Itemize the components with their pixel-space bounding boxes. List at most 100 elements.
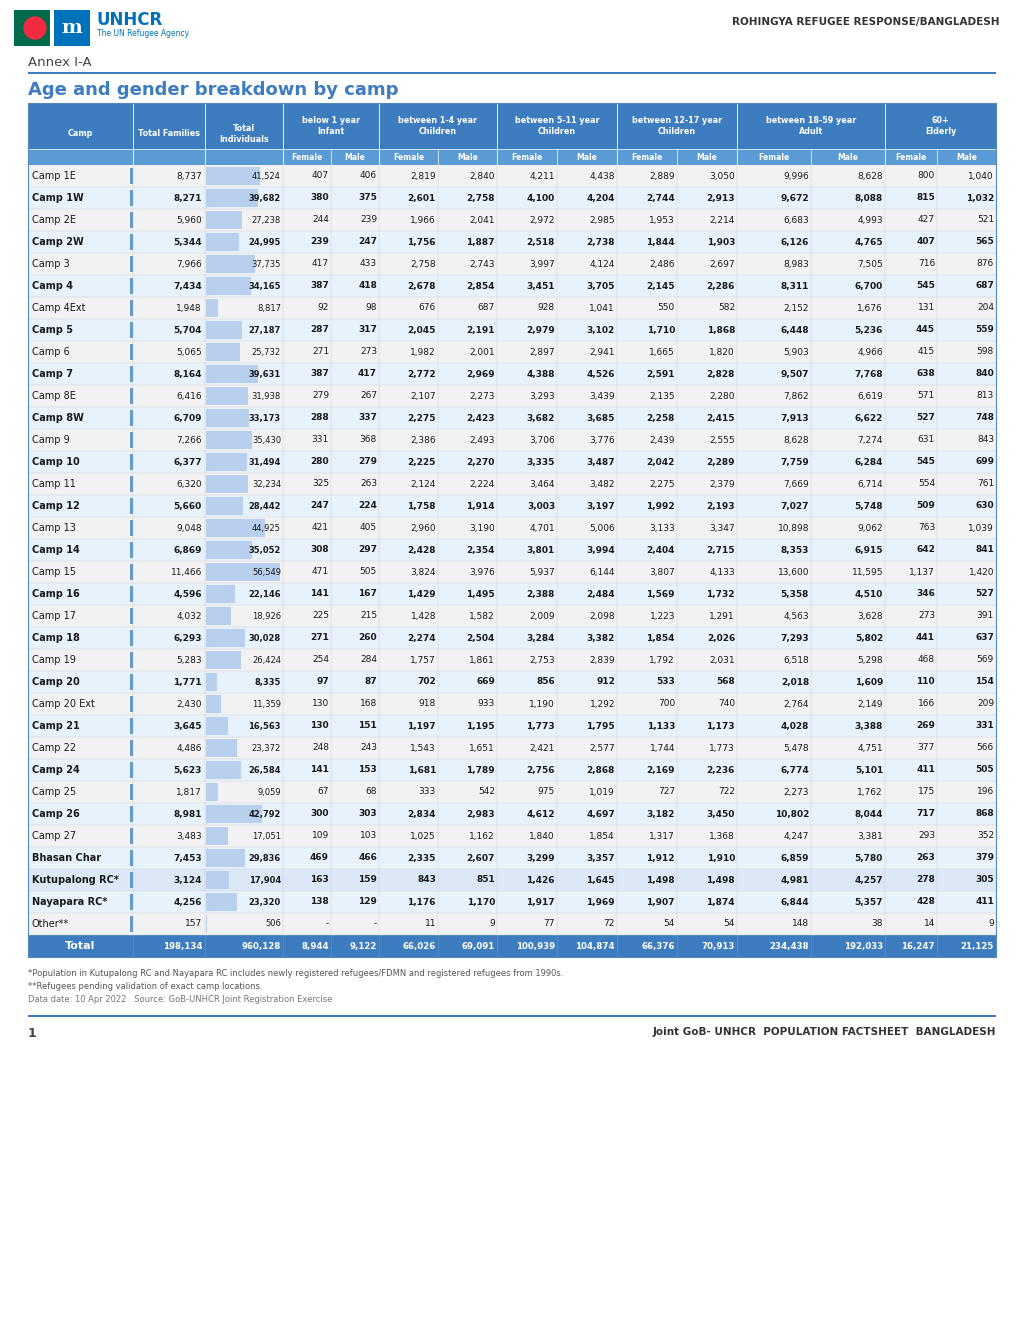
Text: 263: 263 [916,853,935,863]
Bar [28,716,996,737]
Text: 2,758: 2,758 [467,193,495,203]
Text: Camp 8E: Camp 8E [32,391,76,401]
Bar [28,72,996,74]
Text: 6,518: 6,518 [783,656,809,665]
Text: Camp 6: Camp 6 [32,347,70,356]
Text: 469: 469 [310,853,329,863]
Text: Bhasan Char: Bhasan Char [32,853,101,863]
Text: 840: 840 [975,370,994,379]
Text: 5,344: 5,344 [173,237,202,246]
Text: 42,792: 42,792 [249,810,281,819]
Text: 6,320: 6,320 [176,480,202,489]
Text: 248: 248 [312,743,329,753]
Text: 1,910: 1,910 [707,853,735,863]
Text: 2,428: 2,428 [408,546,436,554]
Text: 2,979: 2,979 [526,326,555,334]
Text: 1,651: 1,651 [469,743,495,753]
Text: 9,048: 9,048 [176,523,202,533]
Text: 60+
Elderly: 60+ Elderly [925,117,956,136]
Bar [130,278,133,294]
Text: 2,098: 2,098 [590,612,615,620]
Text: Total Families: Total Families [138,130,200,139]
Bar [130,212,133,228]
Text: 1,992: 1,992 [646,501,675,510]
Text: 346: 346 [916,590,935,599]
Text: 441: 441 [916,633,935,643]
Text: 141: 141 [310,590,329,599]
Text: Female: Female [393,152,424,162]
Text: Camp 16: Camp 16 [32,590,80,599]
Text: 509: 509 [916,501,935,510]
Text: 2,828: 2,828 [707,370,735,379]
Text: 2,041: 2,041 [469,216,495,224]
Text: 39,631: 39,631 [249,370,281,379]
Text: 2,764: 2,764 [783,700,809,709]
Text: 2,697: 2,697 [710,260,735,269]
Text: 841: 841 [975,546,994,554]
Text: 5,748: 5,748 [854,501,883,510]
Text: 129: 129 [358,897,377,906]
Text: 8,335: 8,335 [255,677,281,686]
Text: Male: Male [577,152,597,162]
Bar [28,451,996,473]
Text: 7,293: 7,293 [780,633,809,643]
Text: 6,144: 6,144 [590,567,615,576]
Bar [28,103,996,957]
Text: 418: 418 [358,281,377,290]
Text: 28,442: 28,442 [249,501,281,510]
Bar [28,363,996,386]
Text: 8,944: 8,944 [301,942,329,950]
Text: 4,247: 4,247 [783,832,809,840]
Text: 25,732: 25,732 [252,347,281,356]
Text: 1,953: 1,953 [649,216,675,224]
Text: 1,173: 1,173 [707,722,735,730]
Text: 6,859: 6,859 [780,853,809,863]
Text: 2,379: 2,379 [710,480,735,489]
Text: 34,165: 34,165 [249,281,281,290]
Text: 6,448: 6,448 [780,326,809,334]
Text: 4,204: 4,204 [587,193,615,203]
Text: 39,682: 39,682 [249,193,281,203]
Bar [28,737,996,759]
Bar [206,541,252,559]
Bar [130,366,133,382]
Text: 4,751: 4,751 [857,743,883,753]
Bar [206,387,248,405]
Bar [206,343,240,360]
Bar [130,872,133,888]
Text: 8,628: 8,628 [783,436,809,444]
Text: Camp 5: Camp 5 [32,325,73,335]
Text: 26,584: 26,584 [249,766,281,775]
Text: 2,415: 2,415 [707,413,735,423]
Bar [130,432,133,448]
Text: 243: 243 [360,743,377,753]
Text: 630: 630 [976,501,994,510]
Text: 763: 763 [918,523,935,533]
Text: 1: 1 [28,1027,37,1040]
Bar [737,148,885,166]
Text: 7,027: 7,027 [780,501,809,510]
Text: 337: 337 [358,413,377,423]
Text: 6,619: 6,619 [857,391,883,400]
Text: 1,317: 1,317 [649,832,675,840]
Text: 287: 287 [310,326,329,334]
Text: 3,133: 3,133 [649,523,675,533]
Text: Camp 22: Camp 22 [32,743,76,753]
Text: 23,320: 23,320 [249,897,281,906]
Text: 98: 98 [366,303,377,313]
Text: 148: 148 [792,920,809,929]
Text: Camp 21: Camp 21 [32,721,80,731]
Bar [206,673,217,692]
Text: 1,569: 1,569 [646,590,675,599]
Text: 3,705: 3,705 [587,281,615,290]
Text: 415: 415 [918,347,935,356]
Text: Camp 17: Camp 17 [32,611,76,621]
Text: 11,359: 11,359 [252,700,281,709]
Text: Camp 18: Camp 18 [32,633,80,643]
Text: 2,026: 2,026 [707,633,735,643]
Text: 8,311: 8,311 [780,281,809,290]
Text: 4,124: 4,124 [590,260,615,269]
Bar [206,277,251,295]
Text: 247: 247 [310,501,329,510]
Text: 2,386: 2,386 [411,436,436,444]
